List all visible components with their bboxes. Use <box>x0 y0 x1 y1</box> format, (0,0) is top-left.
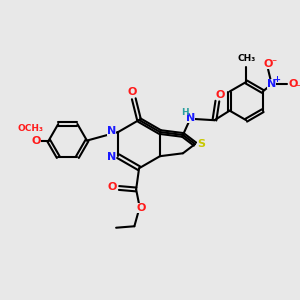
Text: ⁻: ⁻ <box>296 84 300 94</box>
Text: H: H <box>181 108 189 117</box>
Text: N: N <box>267 79 276 89</box>
Text: O: O <box>128 87 137 97</box>
Text: O: O <box>288 79 298 89</box>
Text: ⁻: ⁻ <box>271 58 276 68</box>
Text: O: O <box>108 182 117 191</box>
Text: S: S <box>197 139 206 149</box>
Text: OCH₃: OCH₃ <box>17 124 44 133</box>
Text: O: O <box>136 203 146 213</box>
Text: N: N <box>107 152 116 162</box>
Text: +: + <box>273 75 280 84</box>
Text: O: O <box>32 136 41 146</box>
Text: N: N <box>186 113 195 123</box>
Text: N: N <box>107 126 116 136</box>
Text: O: O <box>263 58 273 68</box>
Text: CH₃: CH₃ <box>237 53 255 62</box>
Text: O: O <box>216 90 225 100</box>
